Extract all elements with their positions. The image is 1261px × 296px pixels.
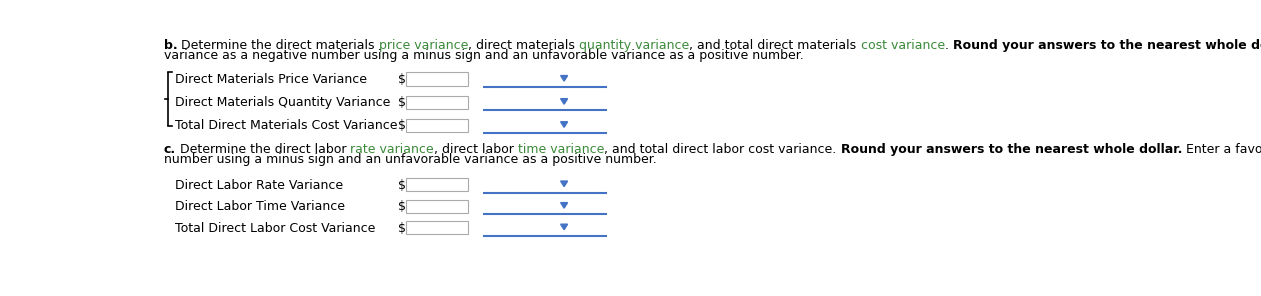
- Text: variance as a negative number using a minus sign and an unfavorable variance as : variance as a negative number using a mi…: [164, 49, 803, 62]
- FancyBboxPatch shape: [406, 73, 468, 86]
- Text: Determine the direct labor: Determine the direct labor: [177, 143, 351, 156]
- Text: Direct Materials Quantity Variance: Direct Materials Quantity Variance: [175, 96, 390, 109]
- Text: $: $: [398, 200, 406, 213]
- Text: , and total direct labor cost variance.: , and total direct labor cost variance.: [604, 143, 841, 156]
- Text: number using a minus sign and an unfavorable variance as a positive number.: number using a minus sign and an unfavor…: [164, 153, 657, 166]
- Text: $: $: [398, 120, 406, 132]
- Text: Round your answers to the nearest whole dollar.: Round your answers to the nearest whole …: [953, 39, 1261, 52]
- Text: Direct Labor Rate Variance: Direct Labor Rate Variance: [175, 179, 343, 192]
- Polygon shape: [561, 99, 567, 104]
- FancyBboxPatch shape: [406, 119, 468, 132]
- Text: price variance: price variance: [380, 39, 468, 52]
- FancyBboxPatch shape: [406, 221, 468, 234]
- Text: Direct Materials Price Variance: Direct Materials Price Variance: [175, 73, 367, 86]
- Polygon shape: [561, 181, 567, 186]
- FancyBboxPatch shape: [406, 200, 468, 213]
- Text: $: $: [398, 179, 406, 192]
- Text: Total Direct Labor Cost Variance: Total Direct Labor Cost Variance: [175, 222, 375, 235]
- Text: .: .: [944, 39, 953, 52]
- Text: cost variance: cost variance: [860, 39, 944, 52]
- Text: , direct materials: , direct materials: [468, 39, 579, 52]
- FancyBboxPatch shape: [406, 96, 468, 109]
- Text: Total Direct Materials Cost Variance: Total Direct Materials Cost Variance: [175, 120, 397, 132]
- Text: $: $: [398, 73, 406, 86]
- Text: time variance: time variance: [518, 143, 604, 156]
- Text: Determine the direct materials: Determine the direct materials: [178, 39, 380, 52]
- Text: Round your answers to the nearest whole dollar.: Round your answers to the nearest whole …: [841, 143, 1182, 156]
- Text: $: $: [398, 222, 406, 235]
- Text: b.: b.: [164, 39, 178, 52]
- Polygon shape: [561, 122, 567, 127]
- Text: Enter a favorable variance as a negative: Enter a favorable variance as a negative: [1182, 143, 1261, 156]
- Text: , and total direct materials: , and total direct materials: [690, 39, 860, 52]
- Text: quantity variance: quantity variance: [579, 39, 690, 52]
- Polygon shape: [561, 202, 567, 208]
- Text: , direct labor: , direct labor: [434, 143, 518, 156]
- Text: $: $: [398, 96, 406, 109]
- Text: rate variance: rate variance: [351, 143, 434, 156]
- Polygon shape: [561, 224, 567, 230]
- Text: Direct Labor Time Variance: Direct Labor Time Variance: [175, 200, 344, 213]
- FancyBboxPatch shape: [406, 178, 468, 191]
- Polygon shape: [561, 75, 567, 81]
- Text: c.: c.: [164, 143, 177, 156]
